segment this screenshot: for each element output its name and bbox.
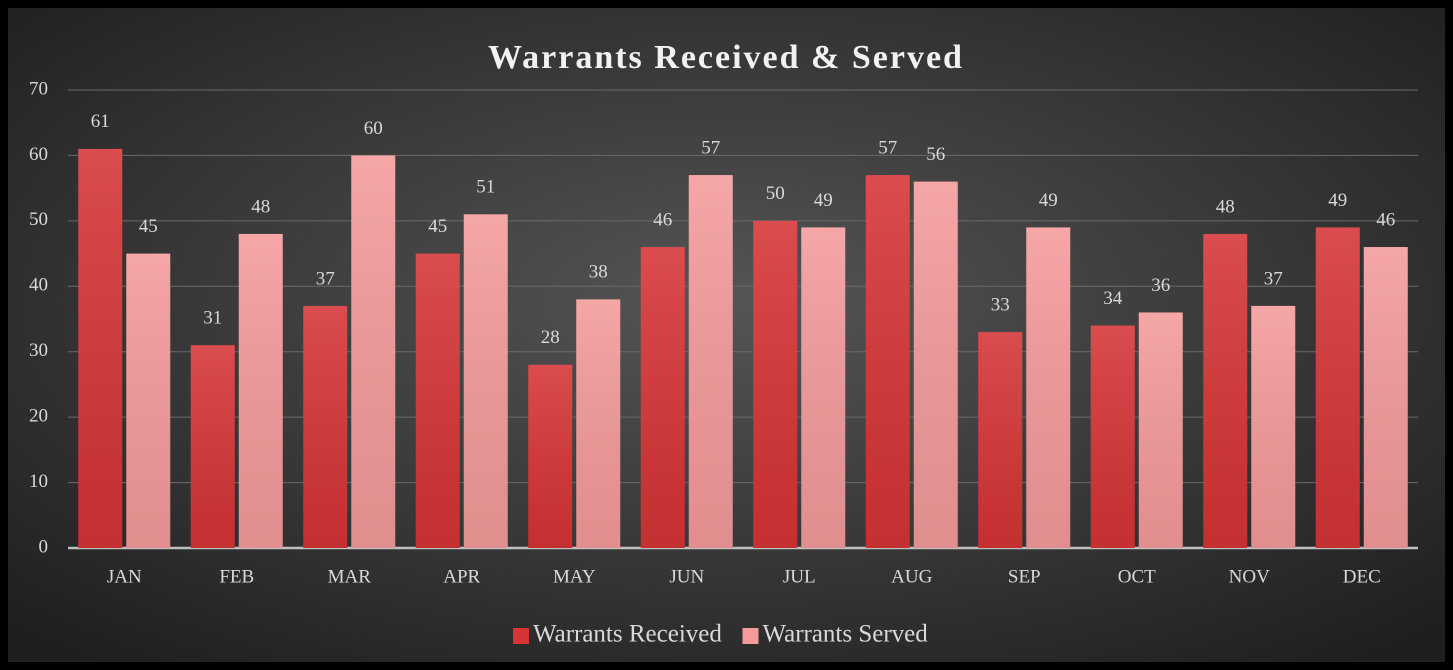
bar-shade <box>913 181 958 548</box>
legend-label: Warrants Received <box>533 621 722 648</box>
data-label: 51 <box>476 177 495 198</box>
data-label: 37 <box>316 268 335 289</box>
x-tick-label: MAR <box>328 566 372 587</box>
y-tick-label: 60 <box>29 144 48 165</box>
y-tick-label: 0 <box>39 536 49 557</box>
x-tick-label: JAN <box>107 566 142 587</box>
bar-shade <box>1138 312 1183 548</box>
bar-shade <box>801 227 846 548</box>
y-tick-label: 50 <box>29 209 48 230</box>
y-tick-label: 70 <box>29 78 48 99</box>
x-tick-label: DEC <box>1343 566 1381 587</box>
bar-shade <box>1315 227 1360 548</box>
data-label: 49 <box>814 190 833 211</box>
data-label: 45 <box>139 216 158 237</box>
x-tick-label: JUL <box>783 566 816 587</box>
y-tick-label: 30 <box>29 340 48 361</box>
chart-title: Warrants Received & Served <box>488 39 964 76</box>
data-label: 31 <box>203 308 222 329</box>
data-label: 33 <box>991 294 1010 315</box>
legend-swatch <box>742 628 759 644</box>
data-label: 57 <box>878 137 897 158</box>
bar-shade <box>78 148 123 548</box>
y-tick-label: 10 <box>29 471 48 492</box>
bar-shade <box>576 299 621 548</box>
bar-shade <box>126 253 171 549</box>
data-label: 49 <box>1328 190 1347 211</box>
data-label: 28 <box>541 327 560 348</box>
data-label: 50 <box>766 183 785 204</box>
legend-swatch <box>513 628 529 644</box>
data-label: 61 <box>91 111 110 132</box>
bar-shade <box>1203 233 1248 548</box>
bar-shade <box>1090 325 1135 548</box>
bar-shade <box>978 332 1023 548</box>
y-tick-label: 20 <box>29 406 48 427</box>
bar-shade <box>463 214 508 549</box>
data-label: 46 <box>653 209 672 230</box>
bar-shade <box>238 233 283 548</box>
data-label: 38 <box>589 262 608 283</box>
bar-shade <box>865 175 910 549</box>
bar-shade <box>688 175 733 549</box>
data-label: 48 <box>1216 196 1235 217</box>
x-tick-label: AUG <box>891 566 932 587</box>
x-tick-label: FEB <box>219 566 254 587</box>
x-tick-label: JUN <box>669 566 704 587</box>
data-label: 57 <box>701 137 720 158</box>
bar-shade <box>1363 247 1408 548</box>
y-tick-label: 40 <box>29 275 48 296</box>
bar-shade <box>190 345 235 548</box>
data-label: 37 <box>1264 268 1283 289</box>
data-label: 48 <box>251 196 270 217</box>
bar-shade <box>640 247 685 548</box>
data-label: 45 <box>428 216 447 237</box>
data-label: 60 <box>364 118 383 139</box>
x-tick-label: APR <box>443 566 480 587</box>
data-label: 36 <box>1151 275 1170 296</box>
x-tick-label: MAY <box>553 566 596 587</box>
bar-shade <box>351 155 396 548</box>
x-tick-label: NOV <box>1229 566 1270 587</box>
bar-shade <box>303 305 348 548</box>
x-tick-label: OCT <box>1118 566 1156 587</box>
bar-shade <box>753 220 798 548</box>
bar-shade <box>1251 305 1296 548</box>
bar-shade <box>415 253 460 549</box>
data-label: 56 <box>926 144 945 165</box>
bar-shade <box>528 364 573 548</box>
x-tick-label: SEP <box>1008 566 1041 587</box>
legend-label: Warrants Served <box>763 621 929 648</box>
data-label: 49 <box>1039 190 1058 211</box>
data-label: 46 <box>1376 209 1395 230</box>
bar-shade <box>1026 227 1071 548</box>
data-label: 34 <box>1103 288 1123 309</box>
